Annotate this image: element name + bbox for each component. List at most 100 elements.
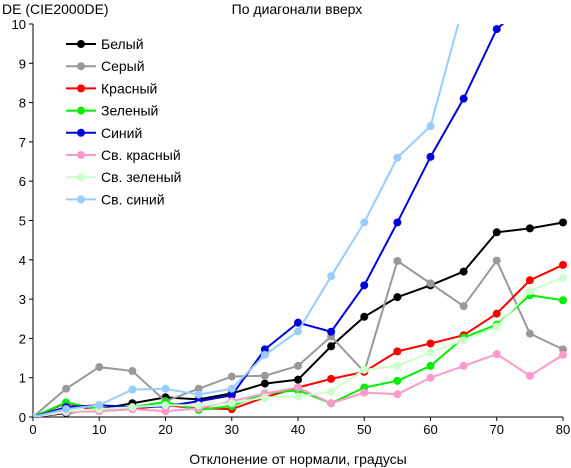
data-point [559, 260, 567, 269]
data-point [128, 367, 137, 376]
data-point [459, 94, 468, 103]
data-point [426, 339, 435, 348]
x-tick-label: 60 [423, 422, 437, 437]
data-point [327, 374, 336, 383]
data-point [492, 25, 501, 34]
data-point [393, 293, 402, 302]
legend-marker [77, 195, 85, 204]
series-8 [33, 24, 460, 417]
data-point [426, 122, 435, 131]
legend-marker [77, 84, 85, 93]
y-tick-label: 9 [19, 56, 26, 71]
data-point [492, 309, 501, 318]
legend: Белый Серый Красный Зеленый Синий Св. красный… [66, 36, 181, 207]
legend-marker [77, 40, 85, 48]
data-point [294, 327, 302, 336]
series-6 [33, 350, 567, 417]
y-tick-label: 6 [19, 174, 26, 189]
x-tick-label: 80 [556, 422, 570, 437]
data-point [95, 363, 104, 372]
data-point [327, 272, 336, 281]
data-point [294, 318, 302, 327]
data-point [33, 413, 37, 417]
data-point [161, 384, 170, 393]
data-point [360, 218, 369, 227]
chart-title: По диагонали вверх [232, 1, 363, 17]
y-tick-label: 10 [12, 17, 26, 32]
data-point [260, 371, 269, 380]
x-tick-label: 40 [291, 422, 305, 437]
y-tick-label: 7 [19, 135, 26, 150]
data-point [260, 379, 269, 388]
data-point [559, 296, 567, 305]
legend-label: Синий [101, 125, 142, 141]
legend-label: Красный [101, 80, 157, 96]
y-tick-label: 3 [19, 292, 26, 307]
data-point [260, 393, 269, 402]
data-point [559, 218, 567, 227]
x-tick-label: 20 [158, 422, 172, 437]
y-tick-label: 0 [19, 410, 26, 425]
data-point [426, 361, 435, 370]
x-axis-title: Отклонение от нормали, градусы [189, 451, 406, 467]
y-tick-label: 1 [19, 371, 26, 386]
series-2 [33, 256, 567, 417]
legend-label: Св. зеленый [101, 169, 181, 185]
data-point [492, 322, 501, 331]
x-tick-label: 50 [357, 422, 371, 437]
data-point [426, 152, 435, 161]
y-axis-title: DE (CIE2000DE) [2, 1, 109, 17]
data-point [294, 392, 302, 401]
data-point [327, 399, 336, 408]
legend-label: Белый [101, 36, 144, 52]
data-point [227, 384, 236, 393]
legend-marker [77, 151, 85, 159]
x-tick-label: 70 [490, 422, 504, 437]
y-tick-label: 4 [19, 253, 26, 268]
legend-entry: Белый [66, 36, 144, 52]
data-point [128, 403, 137, 412]
data-point [360, 281, 369, 290]
legend-label: Серый [101, 58, 145, 74]
legend-entry: Серый [66, 58, 145, 74]
data-point [525, 329, 534, 338]
data-point [459, 267, 468, 276]
data-point [161, 401, 170, 410]
legend-marker [77, 173, 85, 182]
data-point [194, 401, 203, 410]
data-point [393, 361, 402, 370]
data-point [227, 391, 236, 400]
series-7 [33, 273, 567, 417]
data-point [492, 228, 501, 237]
y-tick-label: 2 [19, 331, 26, 346]
data-point [559, 350, 567, 359]
legend-entry: Красный [66, 80, 157, 96]
data-point [62, 384, 71, 393]
data-point [525, 371, 534, 380]
axes: 0 1 2 3 4 5 6 7 8 9 10 0 10 20 30 40 50 60 70 80 [12, 17, 571, 437]
data-point [360, 365, 369, 374]
data-point [525, 287, 534, 296]
series-layer [33, 24, 567, 417]
data-point [492, 256, 501, 265]
y-tick-label: 8 [19, 96, 26, 111]
data-point [260, 345, 269, 354]
legend-label: Св. красный [101, 147, 181, 163]
data-point [459, 361, 468, 370]
legend-label: Св. синий [101, 191, 165, 207]
data-point [360, 388, 369, 397]
series-4 [33, 291, 567, 417]
legend-marker [77, 106, 85, 115]
data-point [95, 401, 104, 410]
legend-label: Зеленый [101, 103, 158, 119]
data-point [393, 153, 402, 162]
legend-marker [77, 128, 85, 137]
data-point [294, 361, 302, 370]
legend-entry: Синий [66, 125, 142, 141]
data-point [426, 279, 435, 288]
data-point [227, 372, 236, 381]
data-point [525, 224, 534, 233]
data-point [393, 218, 402, 227]
x-tick-label: 0 [29, 422, 36, 437]
data-point [327, 387, 336, 396]
